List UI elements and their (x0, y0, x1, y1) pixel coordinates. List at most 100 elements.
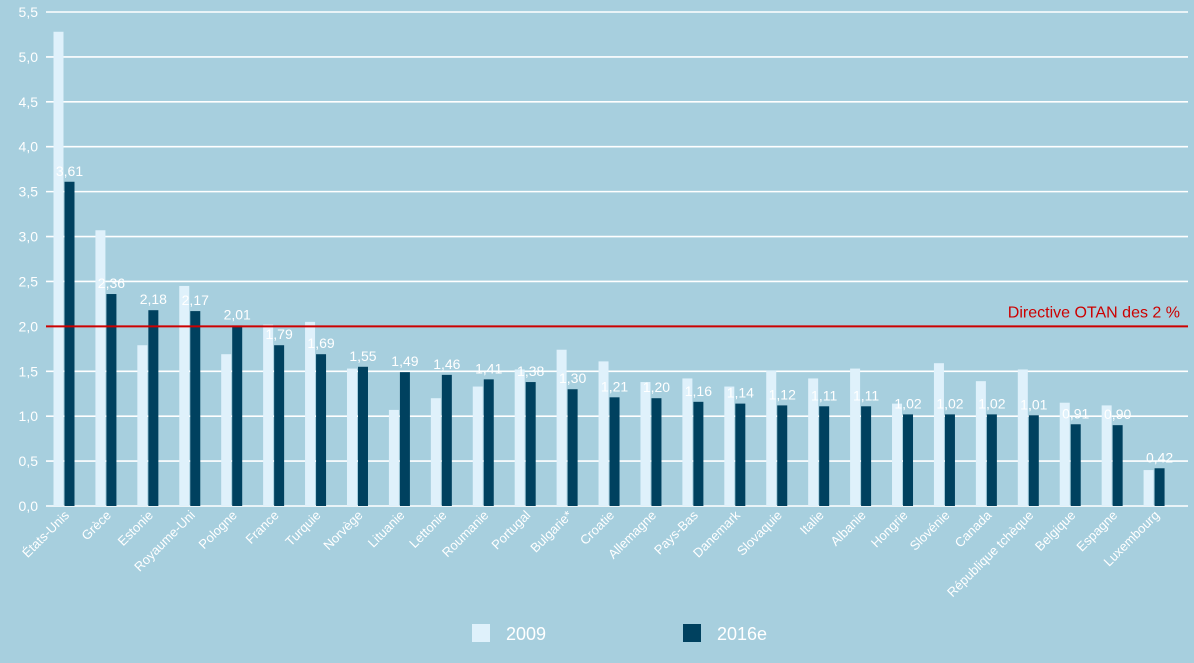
bar-2016e (441, 374, 452, 506)
y-tick-label: 2,5 (19, 273, 39, 289)
category-label: Roumanie (439, 508, 492, 561)
category-label: Grèce (78, 508, 114, 544)
category-label: Turquie (282, 508, 323, 549)
bar-2016e (819, 406, 830, 506)
bar-2016e (609, 397, 620, 506)
data-label-2016e: 1,38 (517, 363, 544, 379)
data-label-2016e: 1,46 (433, 356, 460, 372)
legend-label-2009: 2009 (506, 624, 546, 644)
y-tick-label: 0,5 (19, 453, 39, 469)
bar-2009 (95, 230, 106, 506)
data-label-2016e: 0,91 (1062, 405, 1089, 421)
y-tick-label: 3,0 (19, 229, 39, 245)
reference-line-label: Directive OTAN des 2 % (1008, 304, 1180, 321)
bar-2009 (1143, 470, 1154, 506)
category-label: Lituanie (365, 508, 408, 551)
bar-2016e (1028, 415, 1039, 506)
bar-2016e (693, 401, 704, 506)
bar-2009 (682, 378, 693, 506)
bar-2016e (64, 181, 75, 507)
legend: 2009 2016e (472, 624, 767, 644)
y-tick-label: 3,5 (19, 184, 39, 200)
bar-2009 (221, 354, 232, 506)
category-label: Italie (797, 508, 827, 538)
bar-2009 (430, 398, 441, 506)
legend-swatch-2016e (683, 624, 701, 642)
bar-2016e (1070, 424, 1081, 506)
bar-2009 (263, 324, 274, 506)
bar-2009 (1059, 402, 1070, 506)
bar-2009 (1101, 405, 1112, 506)
bar-2016e (525, 382, 536, 506)
y-tick-label: 2,0 (19, 318, 39, 334)
data-label-2016e: 1,12 (769, 386, 796, 402)
bar-2016e (274, 345, 285, 506)
bar-2009 (388, 409, 399, 506)
bar-2009 (472, 386, 483, 506)
data-label-2016e: 2,01 (224, 306, 251, 322)
category-label: Estonie (115, 508, 156, 549)
bar-2016e (903, 414, 914, 506)
bar-2016e (986, 414, 997, 506)
bar-2009 (514, 369, 525, 506)
bar-2016e (316, 354, 327, 506)
data-label-2016e: 1,02 (894, 395, 921, 411)
bar-2009 (305, 321, 316, 506)
bar-2009 (556, 349, 567, 506)
y-tick-label: 5,5 (19, 4, 39, 20)
category-label: Bulgarie* (527, 508, 575, 556)
category-label: États-Unis (19, 507, 72, 560)
category-label: Portugal (488, 507, 533, 552)
bar-2009 (724, 386, 735, 506)
bar-2016e (399, 372, 410, 506)
y-tick-label: 1,5 (19, 363, 39, 379)
bar-2016e (944, 414, 955, 506)
bar-2009 (53, 31, 64, 506)
category-label: Pologne (195, 508, 239, 552)
bar-2016e (1112, 425, 1123, 506)
bar-2016e (148, 310, 159, 506)
bar-2009 (346, 368, 357, 506)
data-label-2016e: 1,49 (391, 353, 418, 369)
bar-2016e (483, 379, 494, 506)
bar-2009 (179, 285, 190, 506)
bar-2016e (190, 311, 201, 506)
data-label-2016e: 2,18 (140, 291, 167, 307)
y-tick-label: 5,0 (19, 49, 39, 65)
category-label: Hongrie (868, 508, 911, 551)
y-tick-label: 4,5 (19, 94, 39, 110)
category-label: Belgique (1032, 508, 1078, 554)
bar-2009 (137, 345, 148, 506)
bar-2009 (975, 381, 986, 506)
category-label: Slovénie (907, 508, 953, 554)
y-tick-label: 1,0 (19, 408, 39, 424)
bar-2016e (232, 325, 243, 506)
bar-2016e (1154, 468, 1165, 506)
data-label-2016e: 1,01 (1020, 396, 1047, 412)
data-label-2016e: 1,11 (811, 387, 837, 403)
bar-2009 (766, 370, 777, 506)
bars-layer (53, 31, 1165, 507)
bar-2009 (808, 378, 819, 506)
bar-2009 (1017, 369, 1028, 506)
category-label: France (243, 508, 282, 547)
category-label: Croatie (577, 508, 617, 548)
data-label-2016e: 1,55 (349, 348, 376, 364)
data-label-2016e: 2,17 (182, 292, 209, 308)
bar-2009 (598, 361, 609, 506)
legend-swatch-2009 (472, 624, 490, 642)
data-label-2016e: 1,69 (307, 335, 334, 351)
y-tick-label: 0,0 (19, 498, 39, 514)
data-label-2016e: 1,21 (601, 378, 628, 394)
data-label-2016e: 1,02 (936, 395, 963, 411)
data-label-2016e: 1,16 (685, 383, 712, 399)
bar-2016e (651, 398, 662, 506)
bar-2009 (640, 382, 651, 506)
data-label-2016e: 1,41 (475, 360, 502, 376)
data-label-2016e: 0,42 (1146, 449, 1173, 465)
data-label-2016e: 1,79 (266, 326, 293, 342)
bar-2009 (850, 368, 861, 506)
bar-2016e (357, 366, 368, 506)
